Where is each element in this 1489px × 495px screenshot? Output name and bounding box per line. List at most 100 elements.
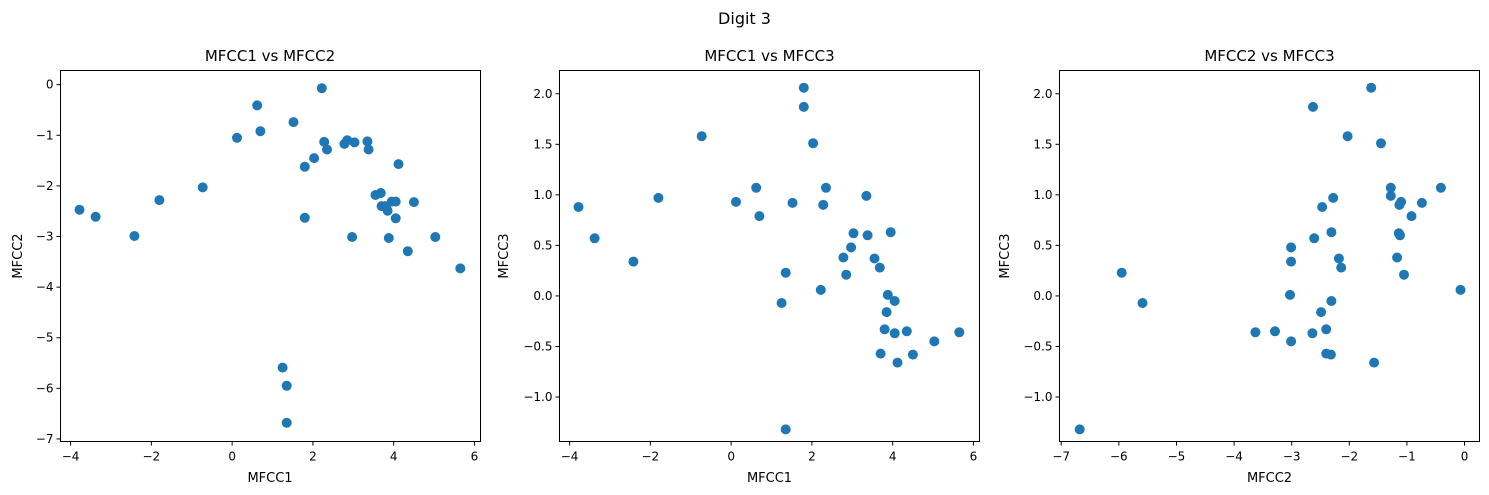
scatter-point xyxy=(869,253,880,264)
y-tick-label: 0.0 xyxy=(533,289,552,303)
scatter-point xyxy=(731,196,741,207)
scatter-point xyxy=(455,263,466,274)
scatter-point xyxy=(319,136,330,147)
scatter-point xyxy=(1342,131,1353,142)
scatter-point xyxy=(1074,424,1085,435)
x-tick-label: −3 xyxy=(1283,450,1301,464)
scatter-point xyxy=(299,212,310,223)
plot-frame xyxy=(1059,70,1480,442)
scatter-point xyxy=(74,204,85,215)
x-tick-label: 0 xyxy=(228,450,236,464)
x-tick-label: −5 xyxy=(1168,450,1186,464)
x-tick-label: 4 xyxy=(889,450,897,464)
scatter-point xyxy=(589,233,600,244)
y-tick-label: −0.5 xyxy=(1023,339,1052,353)
scatter-point xyxy=(1416,197,1427,208)
scatter-point xyxy=(1385,190,1396,201)
y-tick-label: 0 xyxy=(46,78,54,92)
y-axis-ticks: −1.0 −0.5 0.0 0.5 1.0 1.5 2.0 xyxy=(1023,87,1060,404)
scatter-point xyxy=(390,196,401,207)
scatter-point xyxy=(846,242,857,253)
scatter-point xyxy=(316,83,327,94)
scatter-point xyxy=(818,199,829,210)
scatter-point xyxy=(383,233,394,243)
scatter-point xyxy=(907,349,918,360)
data-points xyxy=(74,83,466,428)
x-tick-label: −7 xyxy=(1052,450,1070,464)
scatter-point xyxy=(390,213,401,224)
scatter-point xyxy=(882,289,893,300)
data-points xyxy=(573,82,965,435)
plot-frame xyxy=(559,70,980,442)
scatter-point xyxy=(382,205,393,216)
scatter-point xyxy=(879,324,890,335)
scatter-point xyxy=(232,132,242,143)
y-tick-label: −5 xyxy=(36,331,54,345)
x-tick-label: −2 xyxy=(1340,450,1358,464)
scatter-point xyxy=(1326,296,1337,306)
scatter-point xyxy=(1286,256,1297,267)
scatter-point xyxy=(881,307,892,318)
scatter-point xyxy=(1396,196,1407,207)
y-tick-label: 2.0 xyxy=(1033,87,1052,101)
scatter-point xyxy=(393,159,404,170)
y-tick-label: 1.5 xyxy=(1033,137,1052,151)
x-tick-label: 0 xyxy=(727,450,735,464)
y-axis-label: MFCC2 xyxy=(11,233,26,278)
y-tick-label: 0.0 xyxy=(1033,289,1052,303)
scatter-point xyxy=(1308,101,1318,112)
y-tick-label: −1.0 xyxy=(1023,390,1052,404)
scatter-point xyxy=(1395,230,1405,241)
scatter-point xyxy=(1376,138,1386,149)
scatter-point xyxy=(288,117,299,128)
scatter-point xyxy=(754,211,765,222)
x-tick-label: 0 xyxy=(1461,450,1469,464)
x-tick-label: 2 xyxy=(808,450,816,464)
scatter-point xyxy=(889,328,900,339)
data-points xyxy=(1074,82,1466,435)
scatter-point xyxy=(1309,233,1320,244)
x-axis-label: MFCC2 xyxy=(1247,471,1292,486)
y-tick-label: −4 xyxy=(36,280,54,294)
y-axis-ticks: −7 −6 −5 −4 −3 −2 −1 0 xyxy=(36,78,61,446)
scatter-point xyxy=(861,190,872,201)
scatter-point xyxy=(929,336,940,347)
x-tick-label: 4 xyxy=(390,450,398,464)
scatter-point xyxy=(787,197,798,208)
scatter-point xyxy=(751,182,762,193)
scatter-point xyxy=(430,232,441,242)
scatter-point xyxy=(299,161,310,172)
scatter-point xyxy=(362,136,373,147)
x-axis-ticks: −7 −6 −5 −4 −3 −2 −1 0 xyxy=(1052,441,1469,464)
scatter-point xyxy=(1137,298,1148,308)
x-axis-label: MFCC1 xyxy=(247,471,292,486)
scatter-point xyxy=(875,348,886,359)
scatter-point xyxy=(1286,242,1297,253)
y-axis-label: MFCC3 xyxy=(998,233,1013,278)
scatter-point xyxy=(1385,182,1396,193)
x-tick-label: −2 xyxy=(642,450,660,464)
scatter-point xyxy=(848,228,859,239)
scatter-panel-mfcc2-vs-mfcc3: MFCC2 vs MFCC3 MFCC2 MFCC3 −7 −6 −5 −4 −3 −2−… xyxy=(998,47,1480,486)
scatter-point xyxy=(1392,252,1403,263)
x-tick-label: −4 xyxy=(1225,450,1243,464)
x-tick-label: −6 xyxy=(1110,450,1128,464)
scatter-point xyxy=(1325,349,1336,360)
y-tick-label: −6 xyxy=(36,381,54,395)
scatter-point xyxy=(798,101,809,112)
scatter-point xyxy=(628,256,639,267)
scatter-point xyxy=(1399,269,1409,280)
plot-frame xyxy=(60,70,481,442)
scatter-point xyxy=(841,269,852,280)
scatter-point xyxy=(402,246,413,257)
scatter-point xyxy=(821,182,831,193)
scatter-point xyxy=(1317,202,1328,212)
scatter-point xyxy=(1307,328,1318,339)
scatter-point xyxy=(375,188,386,198)
y-axis-ticks: −1.0 −0.5 0.0 0.5 1.0 1.5 2.0 xyxy=(523,87,560,404)
panel-title: MFCC1 vs MFCC3 xyxy=(704,47,834,65)
y-tick-label: 1.5 xyxy=(533,137,552,151)
scatter-point xyxy=(363,144,374,155)
scatter-point xyxy=(255,126,266,137)
scatter-point xyxy=(901,326,912,337)
